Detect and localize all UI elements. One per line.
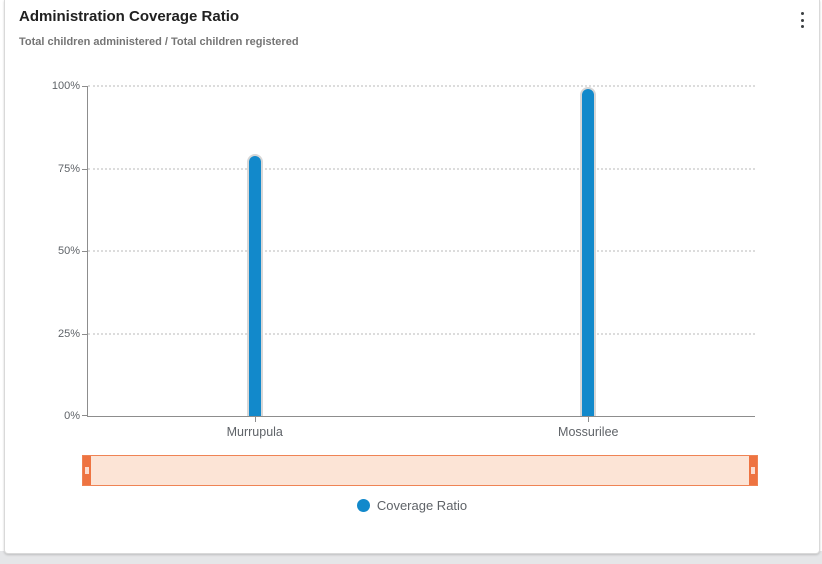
- range-slider-track[interactable]: [82, 455, 758, 486]
- bar-mossurilee[interactable]: [580, 87, 597, 416]
- gridline: [88, 332, 755, 335]
- y-axis-tick: [82, 251, 88, 252]
- bar-chart-plot-area: 0% 25% 50% 75% 100% Murrupula Mossurilee: [52, 80, 755, 439]
- y-axis-tick: [82, 86, 88, 87]
- chart-title: Administration Coverage Ratio: [19, 8, 240, 25]
- gridline: [88, 85, 755, 87]
- slider-right-handle[interactable]: [749, 456, 757, 485]
- y-axis-label: 50%: [57, 245, 80, 257]
- gridline: [88, 167, 755, 170]
- slider-left-handle[interactable]: [83, 456, 91, 485]
- y-axis-label: 100%: [51, 80, 80, 92]
- x-axis-tick: [588, 417, 590, 422]
- x-axis-label: Murrupula: [226, 425, 283, 439]
- y-axis-label: 25%: [57, 327, 80, 340]
- y-axis-tick: [82, 333, 88, 335]
- y-axis-label: 75%: [57, 162, 80, 175]
- slider-grip-icon: [85, 467, 89, 474]
- chart-card: Administration Coverage Ratio Total chil…: [4, 0, 820, 554]
- legend-marker-icon: [356, 499, 370, 512]
- x-axis-tick: [254, 417, 256, 422]
- slider-grip-icon: [751, 467, 755, 474]
- x-axis-label: Mossurilee: [558, 425, 619, 439]
- y-axis-tick: [82, 168, 88, 170]
- kebab-menu-icon[interactable]: [791, 6, 813, 34]
- gridline: [88, 250, 755, 252]
- chart-legend[interactable]: Coverage Ratio: [5, 498, 819, 513]
- legend-label: Coverage Ratio: [376, 498, 468, 513]
- y-axis-label: 0%: [64, 410, 80, 422]
- chart-subtitle: Total children administered / Total chil…: [19, 36, 299, 48]
- bar-murrupula[interactable]: [246, 153, 263, 416]
- y-axis-tick: [82, 415, 88, 416]
